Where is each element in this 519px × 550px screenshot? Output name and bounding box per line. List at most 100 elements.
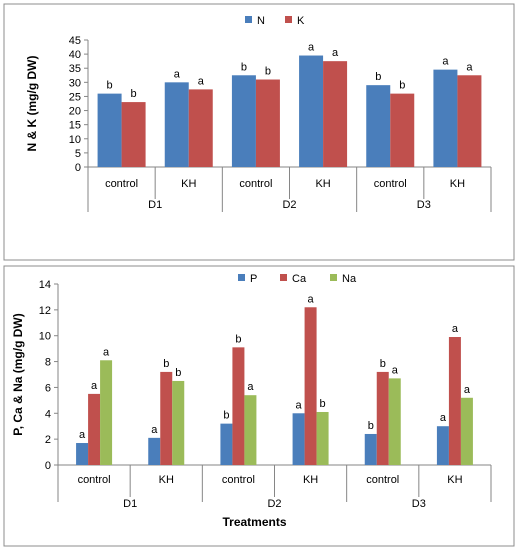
chart-2-y-tick-label: 14 <box>39 279 51 291</box>
chart-2-bar-ca <box>304 307 317 465</box>
chart-2-category-label: KH <box>447 474 462 486</box>
chart-2-data-label: a <box>308 293 315 305</box>
chart-1-data-label: b <box>399 80 405 92</box>
chart-1-bar-n <box>164 82 189 167</box>
chart-2-legend-swatch <box>280 274 287 281</box>
chart-2-data-label: a <box>151 424 158 436</box>
chart-2-bar-p <box>76 443 89 465</box>
chart-2-legend-label: Ca <box>292 273 307 285</box>
chart-2-data-label: b <box>223 410 229 422</box>
chart-1-category-label: KH <box>315 178 330 190</box>
chart-2-data-label: b <box>175 367 181 379</box>
chart-2: 0 2 4 6 8 10 12 14 control KH control KH control KH D1… <box>11 273 492 529</box>
chart-2-bar-p <box>292 413 305 465</box>
chart-1-category-label: control <box>105 178 138 190</box>
chart-1-category-label: control <box>239 178 272 190</box>
chart-2-bar-ca <box>160 371 173 465</box>
chart-1-group-label: D2 <box>282 199 296 211</box>
chart-1-bar-k <box>390 93 415 167</box>
chart-2-y-tick-label: 2 <box>45 434 51 446</box>
chart-1: 0 5 10 15 20 25 30 35 40 45 control KH control KH cont… <box>25 15 492 212</box>
chart-1-y-tick-label: 45 <box>69 35 81 47</box>
chart-2-data-label: b <box>320 398 326 410</box>
chart-1-y-tick-label: 10 <box>69 134 81 146</box>
chart-1-y-tick-label: 25 <box>69 91 81 103</box>
chart-1-category-label: KH <box>450 178 465 190</box>
chart-2-bar-na <box>388 378 401 465</box>
chart-1-legend-label: K <box>297 15 305 27</box>
chart-2-bar-na <box>460 397 473 465</box>
chart-2-y-axis-title: P, Ca & Na (mg/g DW) <box>11 313 25 435</box>
chart-1-data-label: a <box>332 47 339 59</box>
chart-1-category-label: KH <box>181 178 196 190</box>
chart-1-legend-swatch <box>245 16 252 23</box>
chart-2-bar-p <box>148 437 161 465</box>
chart-2-data-label: a <box>392 364 399 376</box>
chart-1-y-tick-label: 35 <box>69 63 81 75</box>
chart-1-legend-swatch <box>285 16 292 23</box>
chart-1-data-label: a <box>174 68 181 80</box>
chart-2-legend-swatch <box>238 274 245 281</box>
chart-2-bar-ca <box>376 371 389 465</box>
chart-2-y-tick-label: 12 <box>39 305 51 317</box>
chart-2-legend-label: Na <box>342 273 357 285</box>
chart-1-bar-k <box>323 61 348 167</box>
chart-1-y-tick-label: 20 <box>69 106 81 118</box>
chart-1-data-label: b <box>241 61 247 73</box>
chart-1-group-label: D1 <box>148 199 162 211</box>
chart-2-bar-ca <box>448 337 461 465</box>
chart-1-bar-k <box>188 89 213 167</box>
chart-2-legend-swatch <box>330 274 337 281</box>
chart-2-data-label: a <box>452 323 459 335</box>
chart-2-data-label: a <box>247 381 254 393</box>
chart-2-bar-p <box>436 426 449 465</box>
chart-2-legend-label: P <box>250 273 257 285</box>
chart-1-bar-n <box>433 69 458 167</box>
chart-2-category-label: KH <box>159 474 174 486</box>
chart-2-bar-p <box>364 433 377 465</box>
chart-2-data-label: b <box>380 358 386 370</box>
chart-1-bar-n <box>299 55 324 168</box>
chart-2-bar-ca <box>232 347 245 465</box>
chart-2-data-label: a <box>440 412 447 424</box>
chart-1-y-tick-label: 5 <box>75 148 81 160</box>
chart-2-data-label: a <box>464 384 471 396</box>
chart-2-data-label: a <box>103 346 110 358</box>
chart-2-y-tick-label: 4 <box>45 408 51 420</box>
chart-2-y-tick-label: 10 <box>39 331 51 343</box>
chart-2-y-tick-label: 6 <box>45 382 51 394</box>
chart-1-bar-k <box>121 102 146 167</box>
chart-2-y-tick-label: 0 <box>45 460 51 472</box>
chart-2-y-tick-label: 8 <box>45 357 51 369</box>
chart-1-y-tick-label: 30 <box>69 77 81 89</box>
chart-1-group-label: D3 <box>417 199 431 211</box>
chart-1-category-label: control <box>374 178 407 190</box>
chart-1-data-label: a <box>308 42 315 54</box>
chart-2-data-label: a <box>91 380 98 392</box>
chart-1-bar-n <box>366 85 391 167</box>
chart-2-data-label: b <box>163 358 169 370</box>
chart-2-category-label: control <box>366 474 399 486</box>
chart-2-group-label: D2 <box>267 498 281 510</box>
chart-2-bar-na <box>244 395 257 465</box>
chart-2-bar-p <box>220 423 233 465</box>
chart-1-bar-k <box>457 75 482 167</box>
chart-1-bar-n <box>231 75 256 167</box>
chart-1-data-label: b <box>107 80 113 92</box>
chart-1-y-tick-label: 0 <box>75 162 81 174</box>
chart-2-x-axis-title: Treatments <box>222 515 286 529</box>
chart-1-data-label: a <box>442 56 449 68</box>
chart-2-bar-na <box>100 360 113 465</box>
chart-2-bar-na <box>316 411 329 465</box>
chart-2-bar-na <box>172 380 185 465</box>
chart-2-group-label: D3 <box>412 498 426 510</box>
chart-2-category-label: KH <box>303 474 318 486</box>
chart-1-data-label: b <box>265 66 271 78</box>
chart-2-category-label: control <box>222 474 255 486</box>
chart-1-bar-n <box>97 93 122 167</box>
chart-2-group-label: D1 <box>123 498 137 510</box>
chart-2-frame <box>3 265 515 547</box>
chart-1-data-label: a <box>198 75 205 87</box>
chart-2-data-label: b <box>235 333 241 345</box>
chart-1-legend-label: N <box>257 15 265 27</box>
